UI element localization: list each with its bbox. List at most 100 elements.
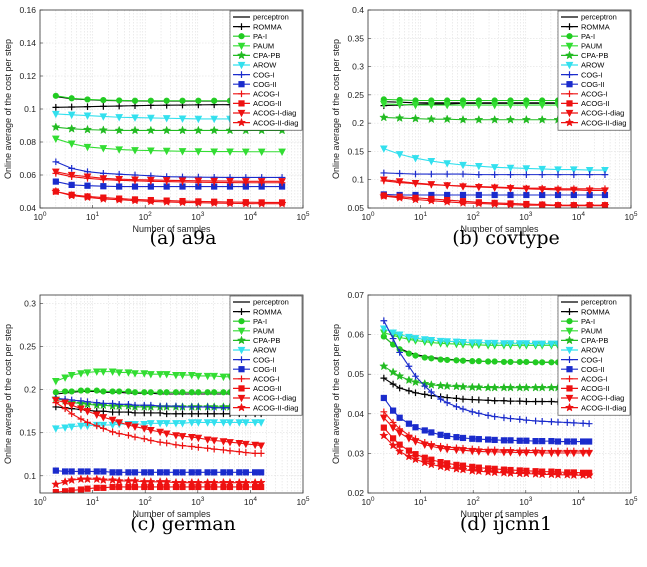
y-tick-label: 0.1 [24,471,36,481]
legend-label-cpa-pb: CPA-PB [581,51,608,60]
point-paum [146,371,155,379]
legend-label-acog-i-diag: ACOG-I-diag [581,109,624,118]
point-acog-i-diag [77,405,85,413]
point-paum [146,147,155,155]
point-cpa-pb [426,380,436,389]
point-acog-ii-diag [146,196,156,206]
point-acog-ii-diag [193,477,203,487]
point-cog-i [210,404,218,412]
legend-marker-acog-ii-diag [564,117,575,127]
point-acog-i-diag [585,187,594,195]
point-cog-ii [116,183,123,190]
point-cog-ii [211,469,218,476]
point-acog-i-diag [427,181,436,189]
point-acog-i-diag [411,438,420,446]
point-romma [484,396,492,404]
series-group [51,368,266,493]
point-acog-i-diag [569,186,578,195]
point-cpa-pb [388,367,398,377]
point-acog-i-diag [187,433,196,442]
point-pa-i [163,389,170,396]
point-paum [219,373,228,382]
point-cog-ii [252,469,259,476]
y-tick-label: 0.07 [347,290,364,300]
legend-label-paum: PAUM [581,42,602,51]
y-tick-label: 0.05 [347,203,364,213]
point-acog-ii-diag [60,476,70,486]
point-romma [475,396,483,404]
legend-label-acog-ii: ACOG-II [253,99,282,108]
point-pa-i [548,359,555,366]
point-pa-i [539,359,546,366]
legend-label-cog-ii: COG-II [253,365,277,374]
point-acog-i-diag [241,440,250,449]
point-pa-i [68,95,75,102]
y-tick-label: 0.25 [19,342,36,352]
point-acog-ii-diag [537,200,547,208]
point-arow [436,337,445,346]
point-acog-i-diag [108,416,117,425]
point-arow [67,111,76,120]
point-acog-i-diag [146,176,155,185]
point-arow [99,113,108,121]
point-acog-ii [116,483,123,491]
legend-label-paum: PAUM [253,42,274,51]
point-pa-i [61,388,69,395]
point-pa-i [157,389,164,396]
x-tick-label: 105 [296,211,309,222]
point-arow [490,339,499,348]
point-arow [379,325,388,333]
legend-label-pa-i: PA-I [253,317,267,326]
point-acog-ii-diag [209,477,219,487]
point-acog-i [68,410,76,418]
point-arow [443,338,452,346]
point-acog-i-diag [436,445,445,453]
point-paum [395,101,404,109]
point-acog-ii-diag [82,192,93,202]
point-cog-ii [77,468,85,475]
point-cog-ii [453,434,460,441]
point-acog-i [115,430,123,437]
point-acog-i-diag [411,180,420,188]
point-cog-ii [93,468,100,475]
point-acog-ii-diag [553,469,563,479]
point-pa-i [428,355,435,362]
point-cog-i [84,398,91,406]
point-acog-ii-diag [130,195,140,205]
point-arow [379,145,388,153]
point-acog-i-diag [203,436,212,444]
point-cog-i [538,417,546,425]
point-acog-ii-diag [67,190,77,200]
point-cog-ii [389,407,397,414]
point-arow [162,420,171,428]
point-arow [569,166,578,174]
point-cog-i [396,349,404,356]
point-pa-i [109,388,116,395]
y-tick-label: 0.02 [347,488,364,498]
legend-marker-acog-i-diag [237,394,246,403]
point-arow [131,114,139,122]
point-arow [459,339,467,347]
legend-marker-arow [565,61,574,70]
point-arow [538,165,547,174]
point-cog-ii [188,469,195,476]
point-romma [380,374,388,382]
point-cog-i [131,401,139,409]
point-paum [241,148,250,157]
x-axis-label: Number of samples [132,224,211,234]
point-acog-ii-diag [584,470,594,480]
point-paum [506,101,515,110]
point-acog-ii-diag [162,476,172,486]
point-cpa-pb [537,382,547,392]
point-arow [235,419,244,427]
y-tick-label: 0.2 [24,385,36,395]
legend-marker-acog-ii [566,385,573,392]
point-cog-i [475,410,483,417]
point-acog-i [220,446,227,454]
point-acog-ii-diag [537,469,547,479]
point-romma [522,398,530,405]
point-acog-ii [380,424,387,431]
point-arow [490,164,499,172]
point-acog-i-diag [395,429,404,438]
point-romma [68,103,76,111]
